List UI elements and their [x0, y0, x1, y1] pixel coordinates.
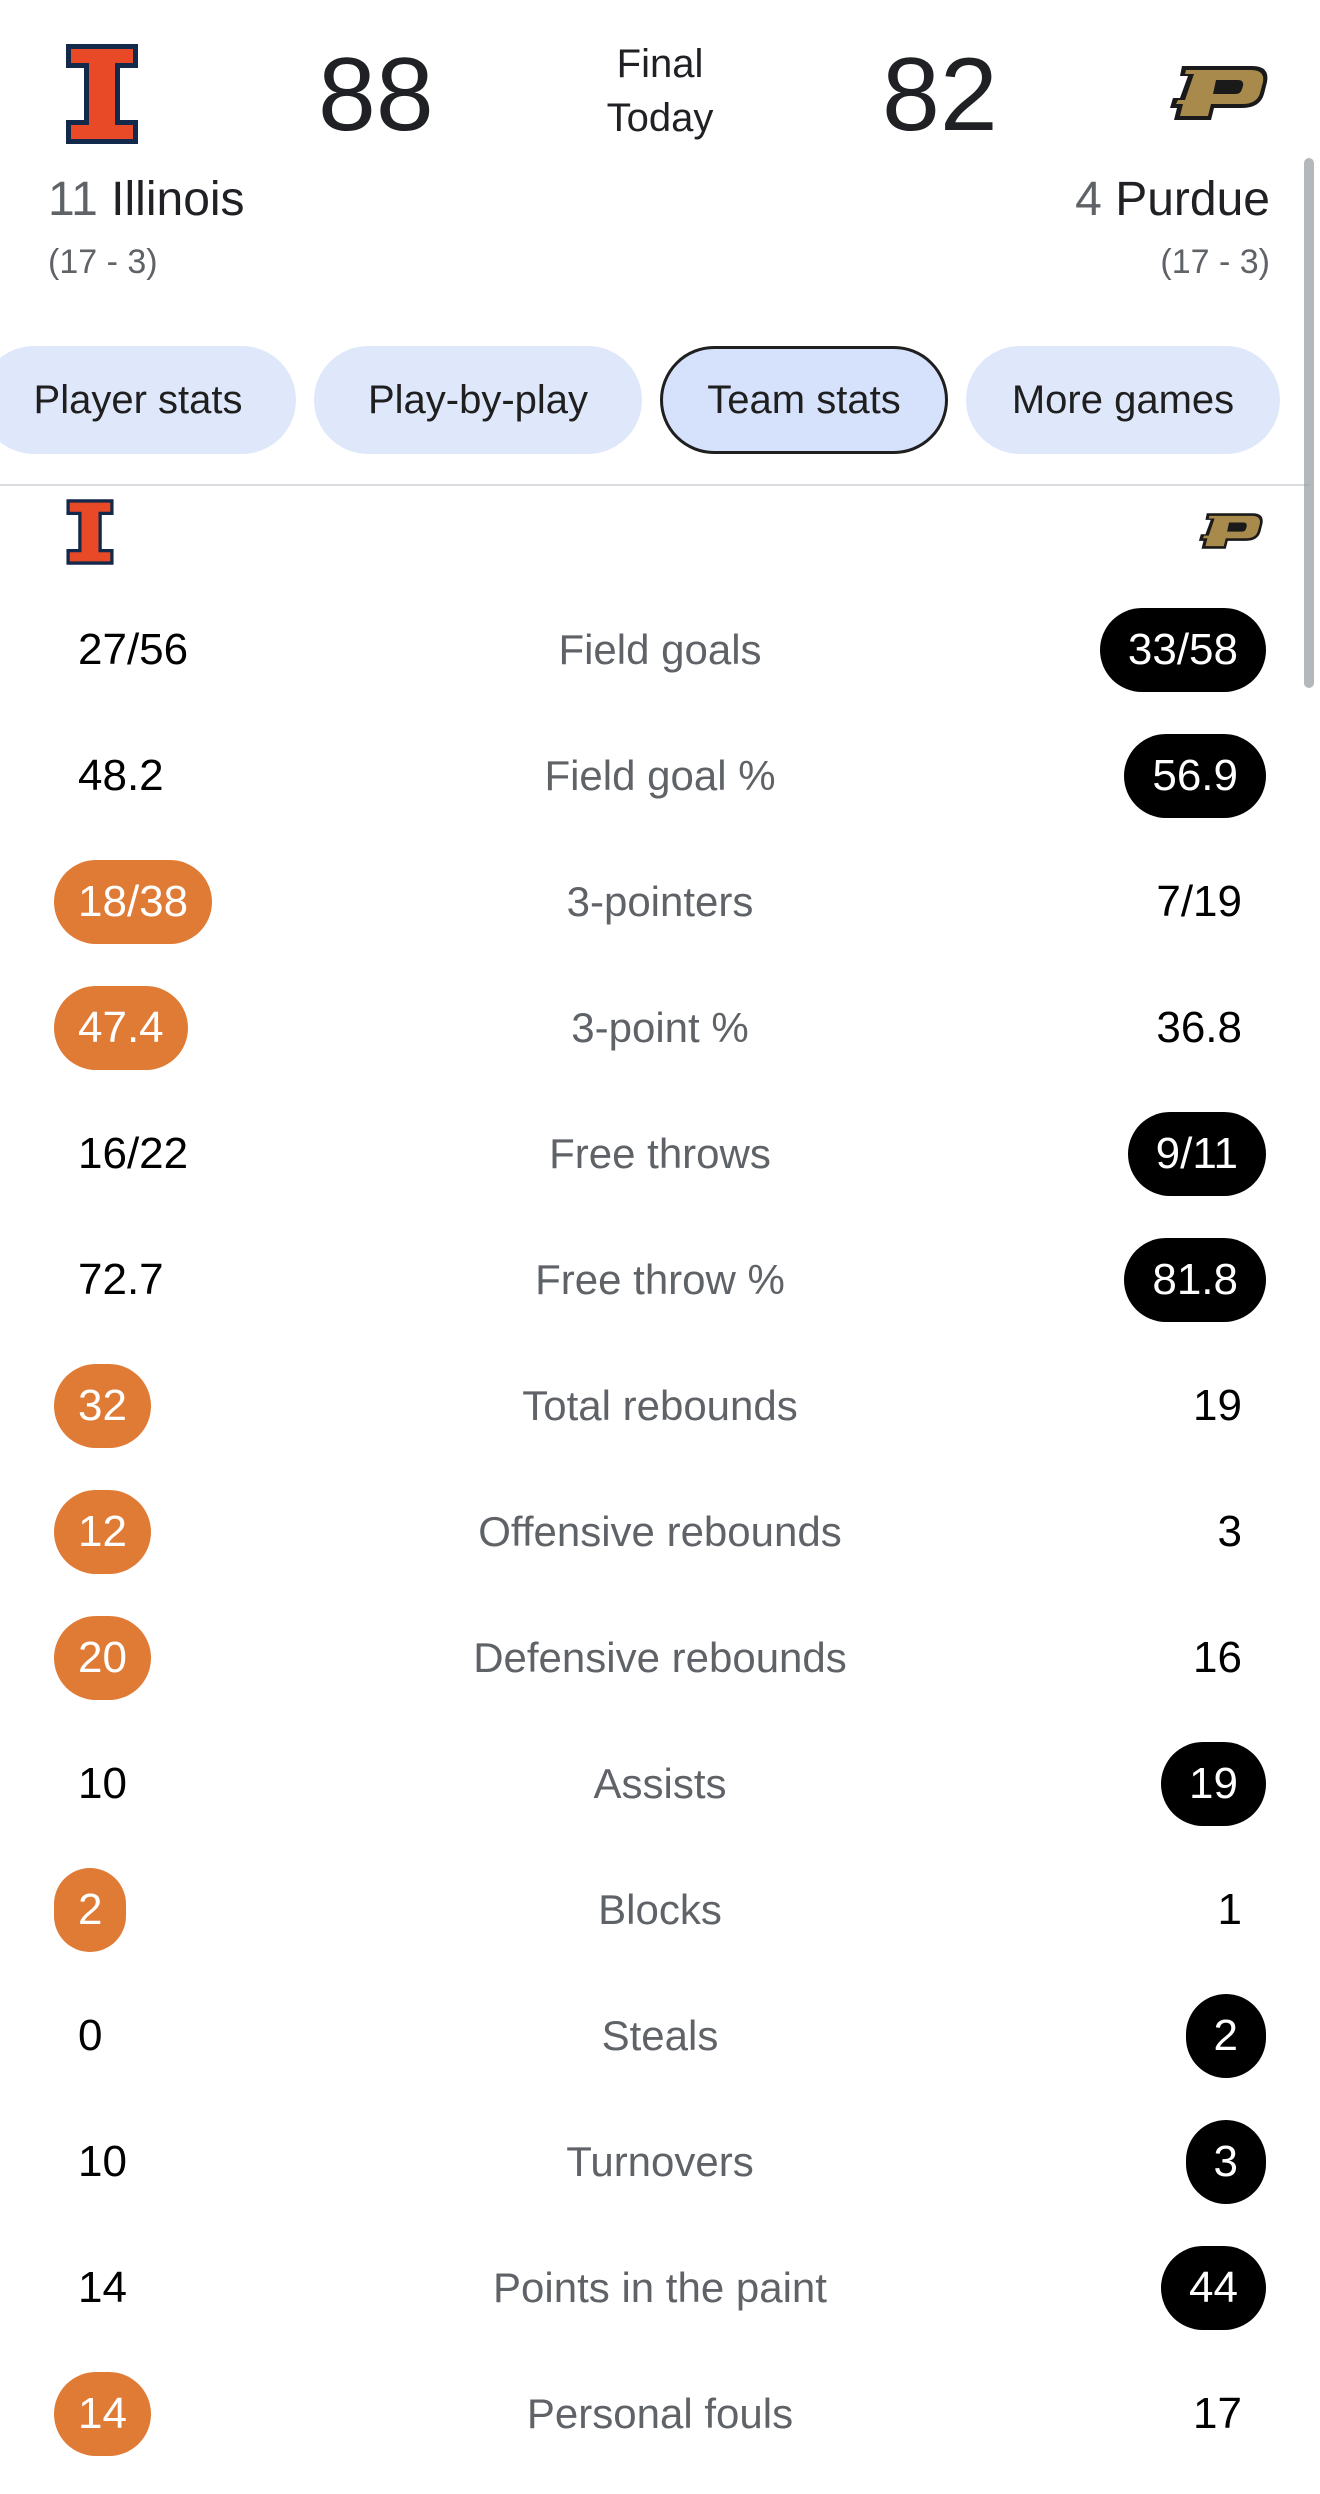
home-stat-value: 10 [78, 2137, 127, 2186]
home-stat-value: 47.4 [54, 986, 188, 1070]
stat-row-defensive-rebounds: 20 Defensive rebounds 16 [0, 1595, 1320, 1721]
stat-row-offensive-rebounds: 12 Offensive rebounds 3 [0, 1469, 1320, 1595]
stat-row-3-pointers: 18/38 3-pointers 7/19 [0, 839, 1320, 965]
home-stat-value: 2 [54, 1868, 127, 1952]
home-team-name: Illinois [111, 173, 245, 226]
away-stat-value: 16 [1193, 1633, 1242, 1682]
home-stat-value: 20 [54, 1616, 151, 1700]
purdue-logo-icon [1170, 66, 1268, 120]
illinois-logo-small-icon [66, 499, 114, 565]
home-stat-value: 72.7 [78, 1255, 164, 1304]
away-rank: 4 [1075, 173, 1102, 226]
stat-row-field-goal-pct: 48.2 Field goal % 56.9 [0, 713, 1320, 839]
away-stat-value: 19 [1161, 1742, 1266, 1826]
stat-row-steals: 0 Steals 2 [0, 1973, 1320, 2099]
away-stat-value: 56.9 [1124, 734, 1266, 818]
stat-label: Free throw % [535, 1256, 785, 1303]
stat-label: 3-pointers [566, 878, 754, 925]
stat-label: 3-point % [571, 1004, 749, 1051]
home-stat-value: 18/38 [54, 860, 213, 944]
scrollbar[interactable] [1304, 158, 1314, 688]
home-record: (17 - 3) [48, 243, 158, 281]
home-score: 88 [318, 37, 434, 153]
home-team[interactable]: 11 Illinois [48, 170, 245, 230]
game-status: Final [616, 42, 704, 86]
stat-row-assists: 10 Assists 19 [0, 1721, 1320, 1847]
stat-row-total-rebounds: 32 Total rebounds 19 [0, 1343, 1320, 1469]
stat-row-free-throws: 16/22 Free throws 9/11 [0, 1091, 1320, 1217]
away-stat-value: 7/19 [1156, 877, 1242, 926]
stat-row-free-throw-pct: 72.7 Free throw % 81.8 [0, 1217, 1320, 1343]
stat-label: Points in the paint [493, 2264, 827, 2311]
stat-row-turnovers: 10 Turnovers 3 [0, 2099, 1320, 2225]
stat-label: Offensive rebounds [478, 1508, 842, 1555]
stat-row-blocks: 2 Blocks 1 [0, 1847, 1320, 1973]
away-stat-value: 2 [1185, 1994, 1266, 2078]
stat-label: Field goals [558, 626, 762, 673]
tab-play-by-play[interactable]: Play-by-play [314, 346, 642, 454]
away-stat-value: 1 [1217, 1885, 1242, 1934]
away-stat-value: 9/11 [1127, 1112, 1266, 1196]
home-stat-value: 0 [78, 2011, 103, 2060]
stat-label: Free throws [549, 1130, 771, 1177]
home-stat-value: 32 [54, 1364, 151, 1448]
stat-label: Assists [593, 1760, 727, 1807]
away-stat-value: 17 [1193, 2389, 1242, 2438]
away-stat-value: 44 [1161, 2246, 1266, 2330]
away-team[interactable]: 4 Purdue [1075, 170, 1270, 230]
tab-team-stats[interactable]: Team stats [660, 346, 948, 454]
stat-row-3-point-pct: 47.4 3-point % 36.8 [0, 965, 1320, 1091]
home-stat-value: 16/22 [78, 1129, 189, 1178]
home-stat-value: 10 [78, 1759, 127, 1808]
tab-player-stats[interactable]: Player stats [0, 346, 296, 454]
home-stat-value: 48.2 [78, 751, 164, 800]
away-stat-value: 3 [1217, 1507, 1242, 1556]
stat-label: Personal fouls [526, 2390, 794, 2437]
away-stat-value: 19 [1193, 1381, 1242, 1430]
away-stat-value: 36.8 [1156, 1003, 1242, 1052]
stat-label: Defensive rebounds [473, 1634, 847, 1681]
divider [0, 484, 1310, 486]
home-stat-value: 14 [54, 2372, 151, 2456]
stat-row-field-goals: 27/56 Field goals 33/58 [0, 587, 1320, 713]
stat-label: Turnovers [566, 2138, 754, 2185]
stat-label: Total rebounds [522, 1382, 798, 1429]
stat-row-points-in-the-paint: 14 Points in the paint 44 [0, 2225, 1320, 2351]
away-stat-value: 33/58 [1099, 608, 1266, 692]
home-rank: 11 [48, 173, 98, 226]
stat-label: Field goal % [544, 752, 776, 799]
away-record: (17 - 3) [1160, 243, 1270, 281]
home-stat-value: 12 [54, 1490, 151, 1574]
stat-label: Blocks [598, 1886, 722, 1933]
away-score: 82 [882, 37, 998, 153]
tab-more-games[interactable]: More games [966, 346, 1280, 454]
away-team-name: Purdue [1115, 173, 1270, 226]
stat-label: Steals [601, 2012, 719, 2059]
home-stat-value: 14 [78, 2263, 127, 2312]
illinois-logo-icon [66, 44, 138, 144]
game-date: Today [606, 96, 714, 140]
away-stat-value: 81.8 [1124, 1238, 1266, 1322]
stat-row-personal-fouls: 14 Personal fouls 17 [0, 2351, 1320, 2477]
away-stat-value: 3 [1185, 2120, 1266, 2204]
purdue-logo-small-icon [1198, 513, 1263, 549]
home-stat-value: 27/56 [78, 625, 189, 674]
